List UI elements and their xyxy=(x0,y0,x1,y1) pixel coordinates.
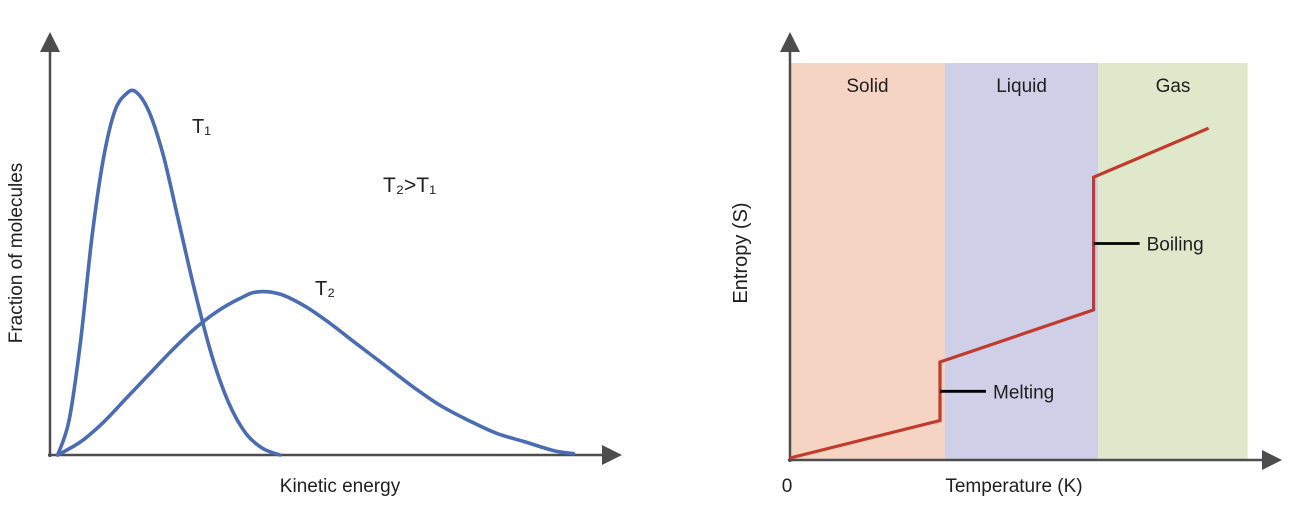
melting-label: Melting xyxy=(993,382,1054,403)
entropy-temperature-chart: Solid Liquid Gas Melting Boiling Entropy… xyxy=(730,32,1282,497)
y-axis-label: Entropy (S) xyxy=(730,202,752,303)
t1-curve-label: T₁ xyxy=(192,116,211,138)
boiling-label: Boiling xyxy=(1147,235,1204,256)
phase-region xyxy=(790,63,945,460)
x-axis-origin-label: 0 xyxy=(782,476,793,497)
phase-region-label: Gas xyxy=(1156,76,1191,97)
phase-annotation: Boiling xyxy=(1093,235,1204,256)
phase-region-label: Liquid xyxy=(996,76,1047,97)
entropy-curve xyxy=(789,126,1210,460)
t1-distribution-curve xyxy=(55,88,282,457)
x-axis-label: Kinetic energy xyxy=(280,476,401,497)
phase-annotation: Melting xyxy=(940,382,1054,403)
kinetic-energy-distribution-chart: T₁ T₂ T₂>T₁ Fraction of molecules Kineti… xyxy=(6,32,622,497)
t2-curve-label: T₂ xyxy=(315,278,335,300)
t2-distribution-curve xyxy=(55,289,576,457)
y-axis-label: Fraction of molecules xyxy=(6,163,27,344)
phase-region xyxy=(945,63,1099,460)
phase-region-label: Solid xyxy=(846,76,888,97)
temperature-comparison-annotation: T₂>T₁ xyxy=(383,174,436,197)
phase-region xyxy=(1098,63,1248,460)
x-axis-label: Temperature (K) xyxy=(945,476,1082,497)
